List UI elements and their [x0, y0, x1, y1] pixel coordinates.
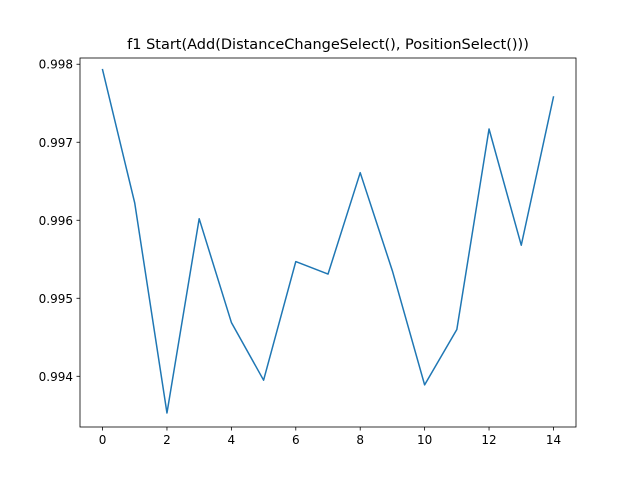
y-tick-label: 0.994: [39, 370, 73, 384]
x-tick-label: 8: [356, 433, 364, 447]
series-line-0: [101, 68, 555, 414]
x-tick-label: 0: [99, 433, 107, 447]
plot-area: 0 2 4 6 8 10 12 14 0.994 0.995 0.996 0.997 0.998: [39, 57, 577, 447]
x-tick-label: 2: [163, 433, 171, 447]
x-tick-label: 12: [481, 433, 496, 447]
chart-title: f1 Start(Add(DistanceChangeSelect(), Pos…: [127, 37, 529, 53]
x-tick-label: 14: [546, 433, 561, 447]
x-tick-label: 6: [292, 433, 300, 447]
y-tick-label: 0.996: [39, 214, 73, 228]
y-tick-label: 0.997: [39, 136, 73, 150]
axes-frame: [79, 57, 577, 428]
y-tick-label: 0.998: [39, 58, 73, 72]
x-tick-label: 4: [228, 433, 236, 447]
y-tick-label: 0.995: [39, 292, 73, 306]
x-tick-label: 10: [417, 433, 432, 447]
